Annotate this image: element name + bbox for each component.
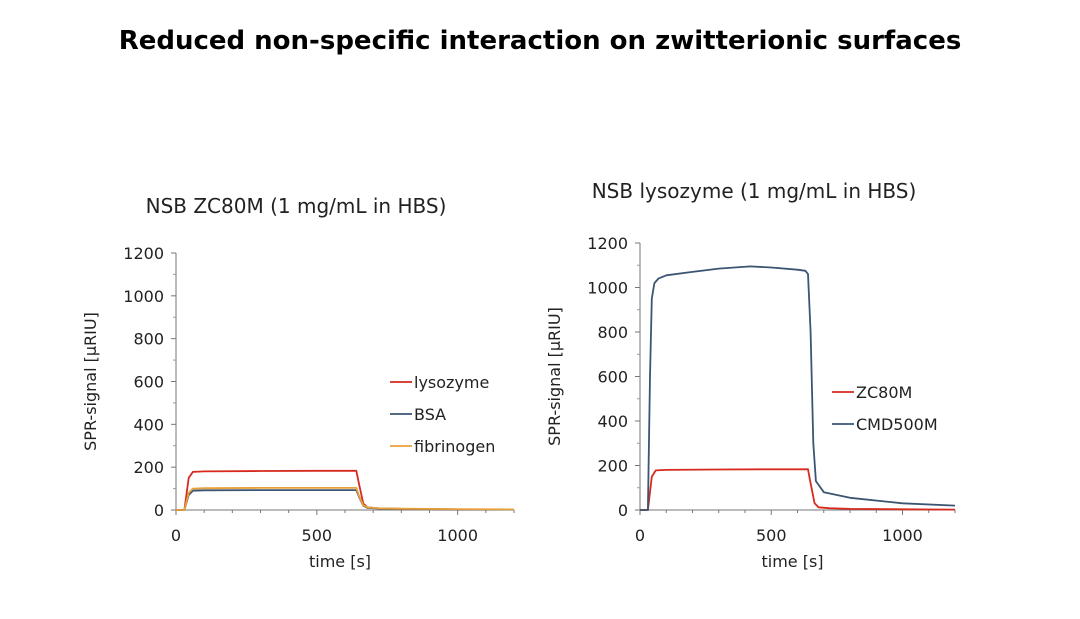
x-axis-label: time [s] <box>309 552 371 571</box>
legend-label: lysozyme <box>414 373 489 392</box>
chart-title: NSB lysozyme (1 mg/mL in HBS) <box>592 179 917 203</box>
x-axis-label: time [s] <box>761 552 823 571</box>
series-line-fibrinogen <box>176 487 515 511</box>
legend-label: CMD500M <box>856 415 938 434</box>
y-tick-label: 1000 <box>587 279 628 298</box>
y-tick-label: 0 <box>618 501 628 520</box>
legend-label: ZC80M <box>856 383 912 402</box>
y-tick-label: 600 <box>597 368 628 387</box>
chart-title: NSB ZC80M (1 mg/mL in HBS) <box>146 194 447 218</box>
y-tick-label: 200 <box>133 458 164 477</box>
y-tick-label: 800 <box>133 330 164 349</box>
slide-title: Reduced non-specific interaction on zwit… <box>118 26 962 56</box>
series-line-cmd500m <box>640 265 956 511</box>
y-axis-label: SPR-signal [µRIU] <box>545 307 564 446</box>
y-tick-label: 200 <box>597 457 628 476</box>
y-tick-label: 600 <box>133 373 164 392</box>
y-tick-label: 1000 <box>123 287 164 306</box>
x-tick-label: 0 <box>635 526 645 545</box>
y-tick-label: 0 <box>154 501 164 520</box>
x-tick-label: 500 <box>756 526 787 545</box>
y-tick-label: 1200 <box>123 244 164 263</box>
y-axis-label: SPR-signal [µRIU] <box>81 312 100 451</box>
x-tick-label: 1000 <box>437 526 478 545</box>
legend-label: BSA <box>414 405 446 424</box>
legend-label: fibrinogen <box>414 437 495 456</box>
series-line-bsa <box>176 489 515 511</box>
series-line-zc80m <box>640 468 956 511</box>
y-tick-label: 1200 <box>587 234 628 253</box>
x-tick-label: 0 <box>171 526 181 545</box>
x-tick-label: 1000 <box>882 526 923 545</box>
y-tick-label: 400 <box>133 415 164 434</box>
series-line-lysozyme <box>176 469 515 511</box>
y-tick-label: 400 <box>597 412 628 431</box>
x-tick-label: 500 <box>302 526 333 545</box>
y-tick-label: 800 <box>597 323 628 342</box>
